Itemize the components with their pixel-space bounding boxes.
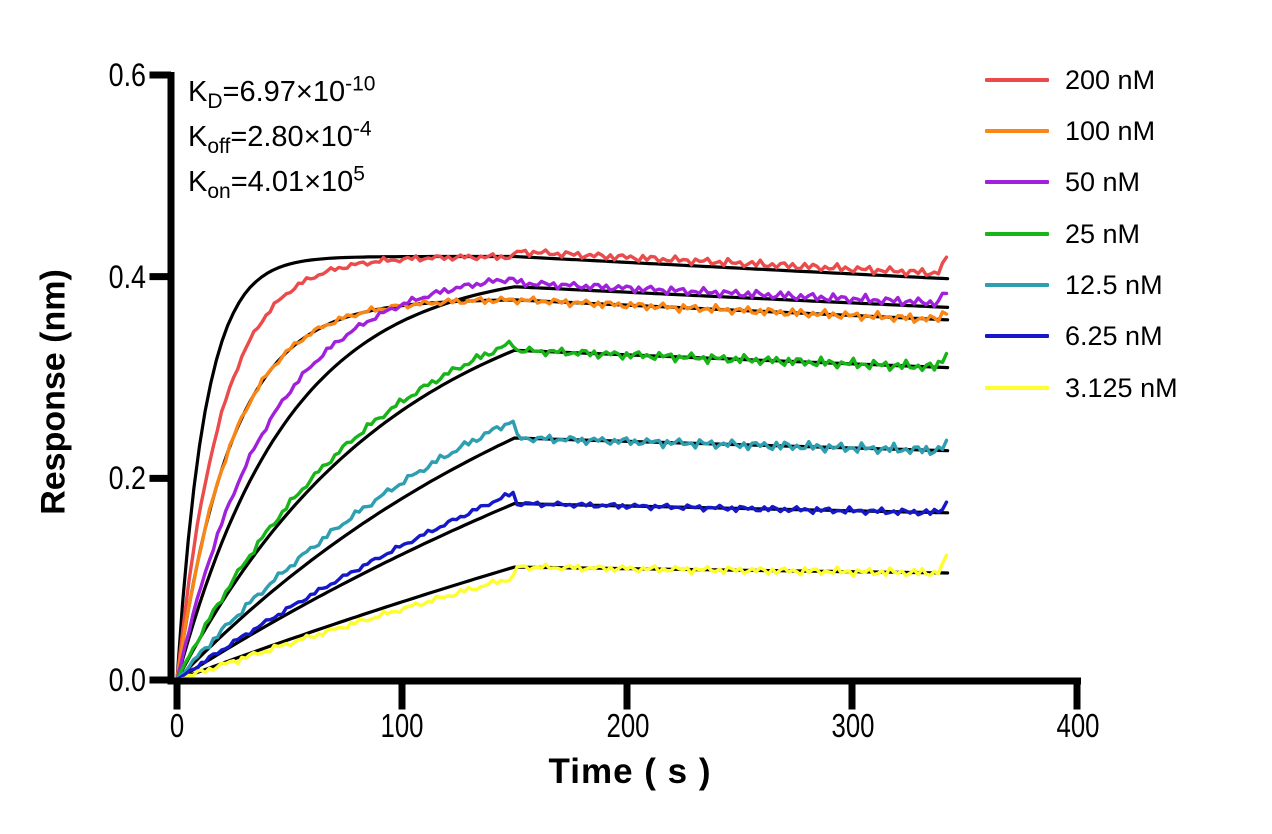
legend-swatch-line bbox=[985, 129, 1049, 133]
koff-annotation: Koff=2.80×10-4 bbox=[188, 117, 375, 162]
x-tick-label: 400 bbox=[1056, 707, 1100, 744]
legend-swatch-line bbox=[985, 334, 1049, 338]
x-tick-label: 300 bbox=[831, 707, 875, 744]
legend-swatch-line bbox=[985, 78, 1049, 82]
koff-symbol: K bbox=[188, 121, 208, 153]
legend-label: 50 nM bbox=[1065, 166, 1141, 197]
kd-symbol: K bbox=[188, 76, 208, 108]
x-tick-label: 0 bbox=[169, 707, 185, 744]
y-tick-label: 0.2 bbox=[108, 460, 146, 496]
koff-exponent: -4 bbox=[352, 117, 372, 141]
legend-item: 200 nM bbox=[985, 63, 1155, 97]
kon-annotation: Kon=4.01×105 bbox=[188, 162, 375, 207]
kd-exponent: -10 bbox=[345, 72, 376, 96]
kon-value: =4.01×10 bbox=[230, 166, 354, 198]
kon-subscript: on bbox=[207, 179, 231, 203]
koff-value: =2.80×10 bbox=[230, 121, 353, 153]
y-tick-label: 0.6 bbox=[108, 57, 146, 93]
x-axis-title: Time ( s ) bbox=[548, 752, 712, 791]
x-tick-label: 200 bbox=[606, 707, 650, 744]
y-tick-label: 0.4 bbox=[108, 259, 146, 295]
kd-subscript: D bbox=[207, 89, 223, 113]
legend-swatch-line bbox=[985, 180, 1049, 184]
legend-label: 6.25 nM bbox=[1065, 320, 1163, 351]
y-axis-title: Response (nm) bbox=[34, 269, 73, 515]
legend-item: 50 nM bbox=[985, 165, 1140, 199]
legend-item: 12.5 nM bbox=[985, 268, 1163, 302]
legend-label: 100 nM bbox=[1065, 115, 1156, 146]
kd-value: =6.97×10 bbox=[222, 76, 346, 108]
legend-label: 25 nM bbox=[1065, 218, 1141, 249]
x-tick-label: 100 bbox=[380, 707, 424, 744]
koff-subscript: off bbox=[207, 134, 231, 158]
legend-label: 200 nM bbox=[1065, 64, 1156, 95]
legend-label: 12.5 nM bbox=[1065, 269, 1163, 300]
legend-swatch-line bbox=[985, 386, 1049, 390]
kon-symbol: K bbox=[188, 166, 208, 198]
legend-swatch-line bbox=[985, 232, 1049, 236]
kinetics-annotation: KD=6.97×10-10 Koff=2.80×10-4 Kon=4.01×10… bbox=[188, 72, 375, 207]
legend-swatch-line bbox=[985, 283, 1049, 287]
legend-item: 100 nM bbox=[985, 114, 1155, 148]
legend-item: 3.125 nM bbox=[985, 371, 1178, 405]
y-tick-label: 0.0 bbox=[108, 662, 146, 698]
legend-item: 25 nM bbox=[985, 217, 1140, 251]
kd-annotation: KD=6.97×10-10 bbox=[188, 72, 375, 117]
legend-label: 3.125 nM bbox=[1065, 372, 1178, 403]
kon-exponent: 5 bbox=[353, 162, 365, 186]
legend-item: 6.25 nM bbox=[985, 319, 1163, 353]
